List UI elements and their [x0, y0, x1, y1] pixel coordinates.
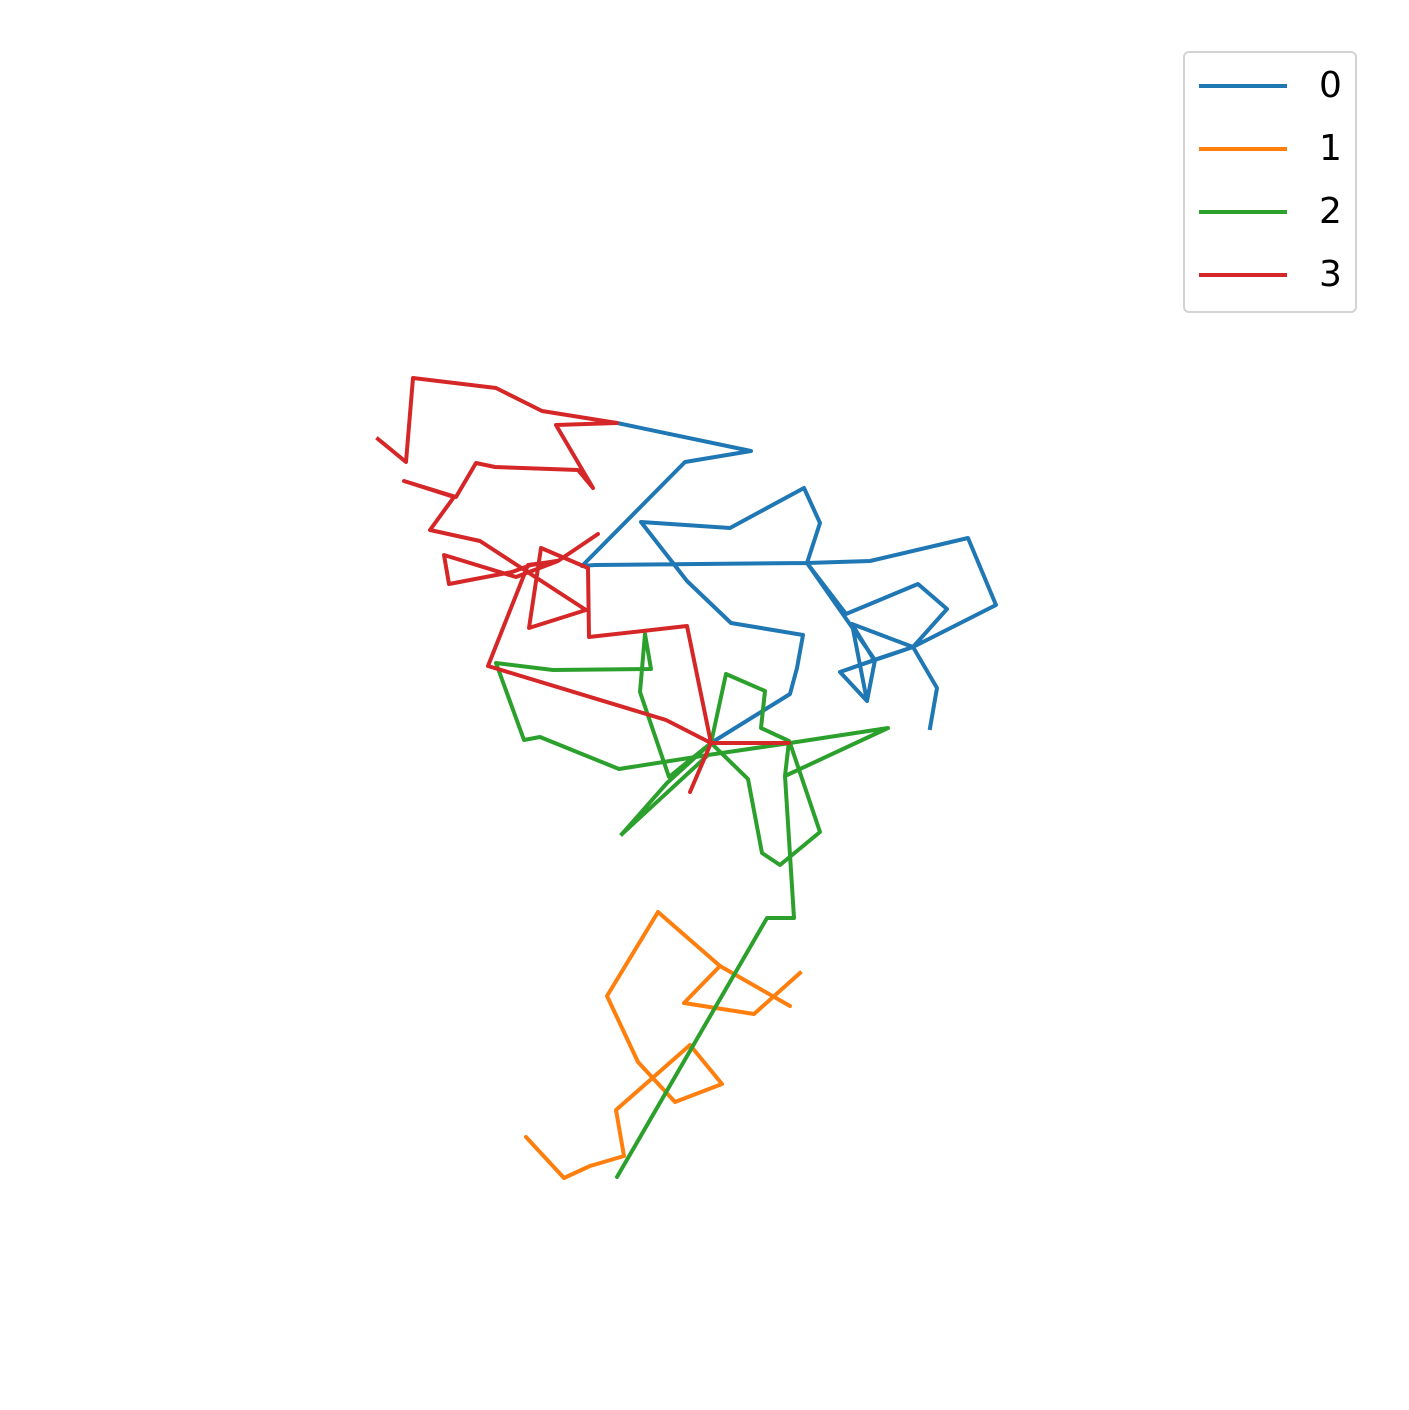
- legend-swatch-3: [1199, 273, 1287, 277]
- series-line-1: [524, 910, 803, 1180]
- legend-label-2: 2: [1319, 191, 1342, 232]
- legend-entry-1: 1: [1197, 129, 1347, 169]
- series-line-2: [494, 632, 890, 1179]
- legend-swatch-2: [1199, 210, 1287, 214]
- series-line-0: [580, 420, 998, 745]
- legend: 0 1 2 3: [1183, 51, 1357, 313]
- legend-entry-2: 2: [1197, 192, 1347, 232]
- legend-label-0: 0: [1319, 65, 1342, 106]
- legend-entry-3: 3: [1197, 255, 1347, 295]
- legend-swatch-1: [1199, 147, 1287, 151]
- legend-entry-0: 0: [1197, 66, 1347, 106]
- legend-label-3: 3: [1319, 254, 1342, 295]
- legend-label-1: 1: [1319, 128, 1342, 169]
- series-line-3: [375, 376, 791, 794]
- legend-swatch-0: [1199, 84, 1287, 88]
